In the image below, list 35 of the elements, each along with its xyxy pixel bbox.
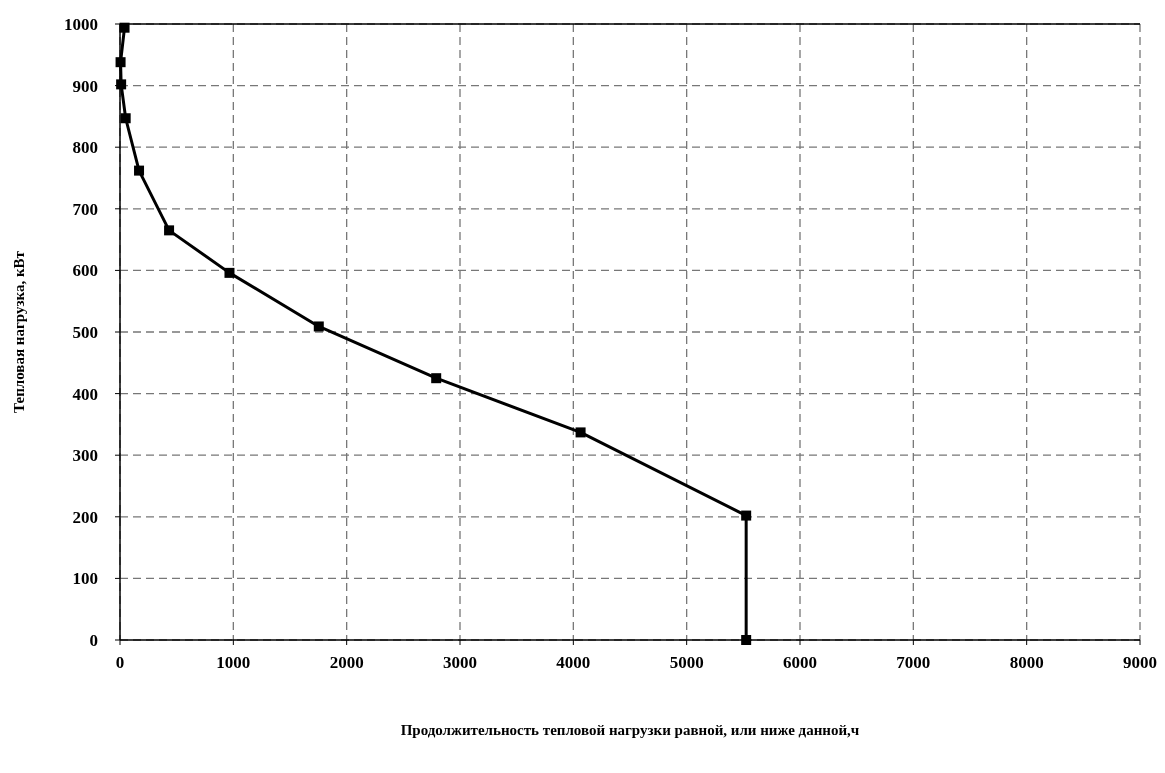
x-tick-label: 9000 [1123,653,1157,672]
point [116,79,127,90]
y-tick-label: 1000 [64,15,98,34]
point [224,267,235,278]
y-tick-label: 800 [72,138,98,158]
x-tick-label: 1000 [216,653,251,672]
point [431,373,442,384]
y-tick-label: 100 [72,569,98,589]
x-tick-label: 4000 [556,653,591,672]
point [120,113,131,124]
x-tick-label: 6000 [783,653,817,672]
point [119,22,130,33]
point [313,321,324,332]
y-tick-label: 700 [72,199,98,219]
y-tick-label: 300 [72,446,98,466]
point [115,57,126,68]
y-tick-label: 600 [72,261,98,281]
x-tick-label: 2000 [329,653,364,672]
y-tick-label: 500 [72,323,98,342]
y-tick-label: 400 [72,384,98,404]
x-axis-title: Продолжительность тепловой нагрузки равной, или ниже данной,ч [400,722,860,738]
x-tick-label: 3000 [443,653,477,672]
x-tick-label: 0 [115,653,125,672]
point [134,165,145,176]
y-tick-label: 200 [72,507,98,527]
y-axis-title: Тепловая нагрузка, кВт [11,250,27,413]
point [741,635,752,645]
x-tick-label: 8000 [1009,653,1044,672]
y-tick-label: 0 [89,631,98,650]
x-tick-label: 7000 [896,653,931,672]
point [575,427,586,438]
x-tick-label: 5000 [669,653,704,672]
y-tick-label: 900 [72,76,98,96]
point [741,510,752,521]
point [164,225,175,236]
